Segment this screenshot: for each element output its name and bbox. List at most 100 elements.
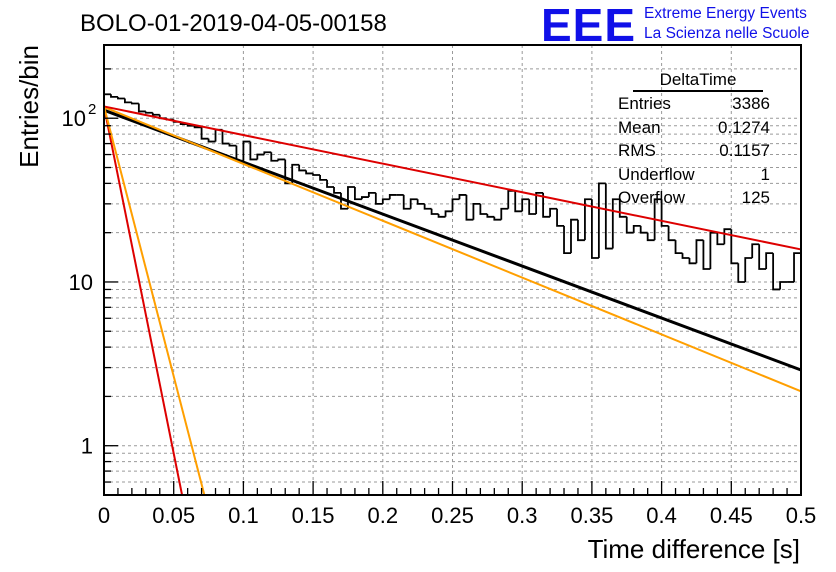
histogram-bin xyxy=(437,214,446,218)
histogram-bin xyxy=(507,189,516,209)
histogram-bin xyxy=(144,111,153,114)
histogram-bin xyxy=(486,214,495,218)
histogram-bin xyxy=(124,98,132,104)
stats-row-rms: RMS 0.1157 xyxy=(611,139,779,163)
x-tick-label: 0.2 xyxy=(368,503,399,528)
histogram-bin xyxy=(542,192,551,218)
x-tick-label: 0.25 xyxy=(431,503,474,528)
histogram-bin xyxy=(611,198,620,249)
stats-label: Overflow xyxy=(618,188,686,207)
histogram-bin xyxy=(549,207,558,217)
histogram-bin xyxy=(319,175,328,181)
x-tick-label: 0.1 xyxy=(228,503,259,528)
fit-curve xyxy=(103,105,802,251)
histogram-bin xyxy=(151,112,160,116)
histogram-bin xyxy=(730,229,739,265)
eee-logo: EEE Extreme Energy Events La Scienza nel… xyxy=(541,0,810,51)
histogram-bin xyxy=(465,194,474,221)
histogram-bin xyxy=(367,191,376,198)
histogram-bin xyxy=(305,170,314,175)
histogram-bin xyxy=(758,244,767,270)
y-axis-title: Entries/bin xyxy=(14,45,44,168)
histogram-bin xyxy=(409,198,418,209)
stats-label: Underflow xyxy=(618,164,695,184)
stats-value: 0.1274 xyxy=(718,117,770,137)
histogram-bin xyxy=(458,194,467,200)
fit-curve xyxy=(103,106,206,496)
stats-row-overflow: Overflow 125 xyxy=(611,186,779,210)
run-title: BOLO-01-2019-04-05-00158 xyxy=(80,10,387,37)
x-tick-label: 0.4 xyxy=(646,503,677,528)
histogram-bin xyxy=(521,198,530,212)
histogram-bin xyxy=(416,199,425,205)
histogram-bin xyxy=(556,208,565,227)
histogram-bin xyxy=(270,152,279,162)
histogram-bin xyxy=(298,164,307,172)
histogram-bin xyxy=(277,158,286,161)
histogram-bin xyxy=(660,199,669,227)
histogram-bin xyxy=(695,239,704,264)
y-tick-exponent: 2 xyxy=(88,101,96,118)
histogram-bin xyxy=(374,192,383,205)
histogram-bin xyxy=(333,187,341,194)
histogram-bin xyxy=(221,129,230,145)
histogram-bin xyxy=(653,198,662,241)
histogram-bin xyxy=(563,225,571,255)
histogram-bin xyxy=(779,281,788,290)
histogram-bin xyxy=(646,232,655,242)
histogram-bin xyxy=(528,199,537,215)
histogram-bin xyxy=(681,253,690,259)
histogram-bin xyxy=(479,203,488,215)
histogram-bin xyxy=(193,125,202,129)
x-tick-label: 0.3 xyxy=(507,503,538,528)
x-axis: 0 0.05 0.1 0.15 0.2 0.25 0.3 0.35 0.4 0.45 0.5 xyxy=(98,481,816,528)
x-tick-label: 0.15 xyxy=(292,503,335,528)
histogram-bin xyxy=(632,224,641,233)
histogram-bin xyxy=(207,138,216,143)
histogram-bin xyxy=(702,240,711,270)
histogram-bin xyxy=(793,252,801,282)
histogram-bin xyxy=(618,199,627,218)
histogram-bin xyxy=(430,208,439,215)
histogram-bin xyxy=(535,191,544,215)
histogram-bin xyxy=(577,219,585,242)
stats-value: 1 xyxy=(760,164,770,184)
histogram-bin xyxy=(423,203,432,210)
histogram-bin xyxy=(716,232,725,246)
histogram-bin xyxy=(312,173,321,176)
stats-value: 3386 xyxy=(732,94,770,113)
histogram-bin xyxy=(723,228,732,245)
histogram-bin xyxy=(186,124,195,127)
histogram-bin xyxy=(444,210,453,217)
histogram-bin xyxy=(291,163,300,184)
histogram-bin xyxy=(110,94,118,98)
logo-mark: EEE xyxy=(541,0,637,51)
histogram-bin xyxy=(493,216,502,221)
histogram-bin xyxy=(639,225,648,234)
stats-value: 125 xyxy=(741,188,770,207)
histogram-bin xyxy=(117,96,125,100)
x-tick-label: 0.05 xyxy=(152,503,195,528)
fit-curve xyxy=(103,106,184,496)
histogram-bin xyxy=(688,258,697,265)
histogram-bin xyxy=(472,202,481,220)
stats-value: 0.1157 xyxy=(719,141,770,160)
x-tick-label: 0 xyxy=(98,503,110,528)
y-tick-label: 1 xyxy=(81,434,93,459)
histogram-bin xyxy=(667,225,676,242)
x-tick-label: 0.5 xyxy=(786,503,817,528)
histogram-bin xyxy=(242,140,251,161)
histogram-bin xyxy=(388,194,397,200)
logo-line-1: Extreme Energy Events xyxy=(644,5,807,22)
histogram-bin xyxy=(591,199,599,259)
fit-curve xyxy=(103,106,802,393)
histogram-bin xyxy=(604,183,613,250)
histogram-bin xyxy=(772,253,781,291)
y-tick-label: 10 xyxy=(69,270,93,295)
histogram-bin xyxy=(249,141,258,161)
histogram-bin xyxy=(228,143,237,147)
histogram-bin xyxy=(674,240,683,255)
histogram-bin xyxy=(360,196,369,200)
logo-caption: Extreme Energy Events La Scienza nelle S… xyxy=(644,4,809,44)
